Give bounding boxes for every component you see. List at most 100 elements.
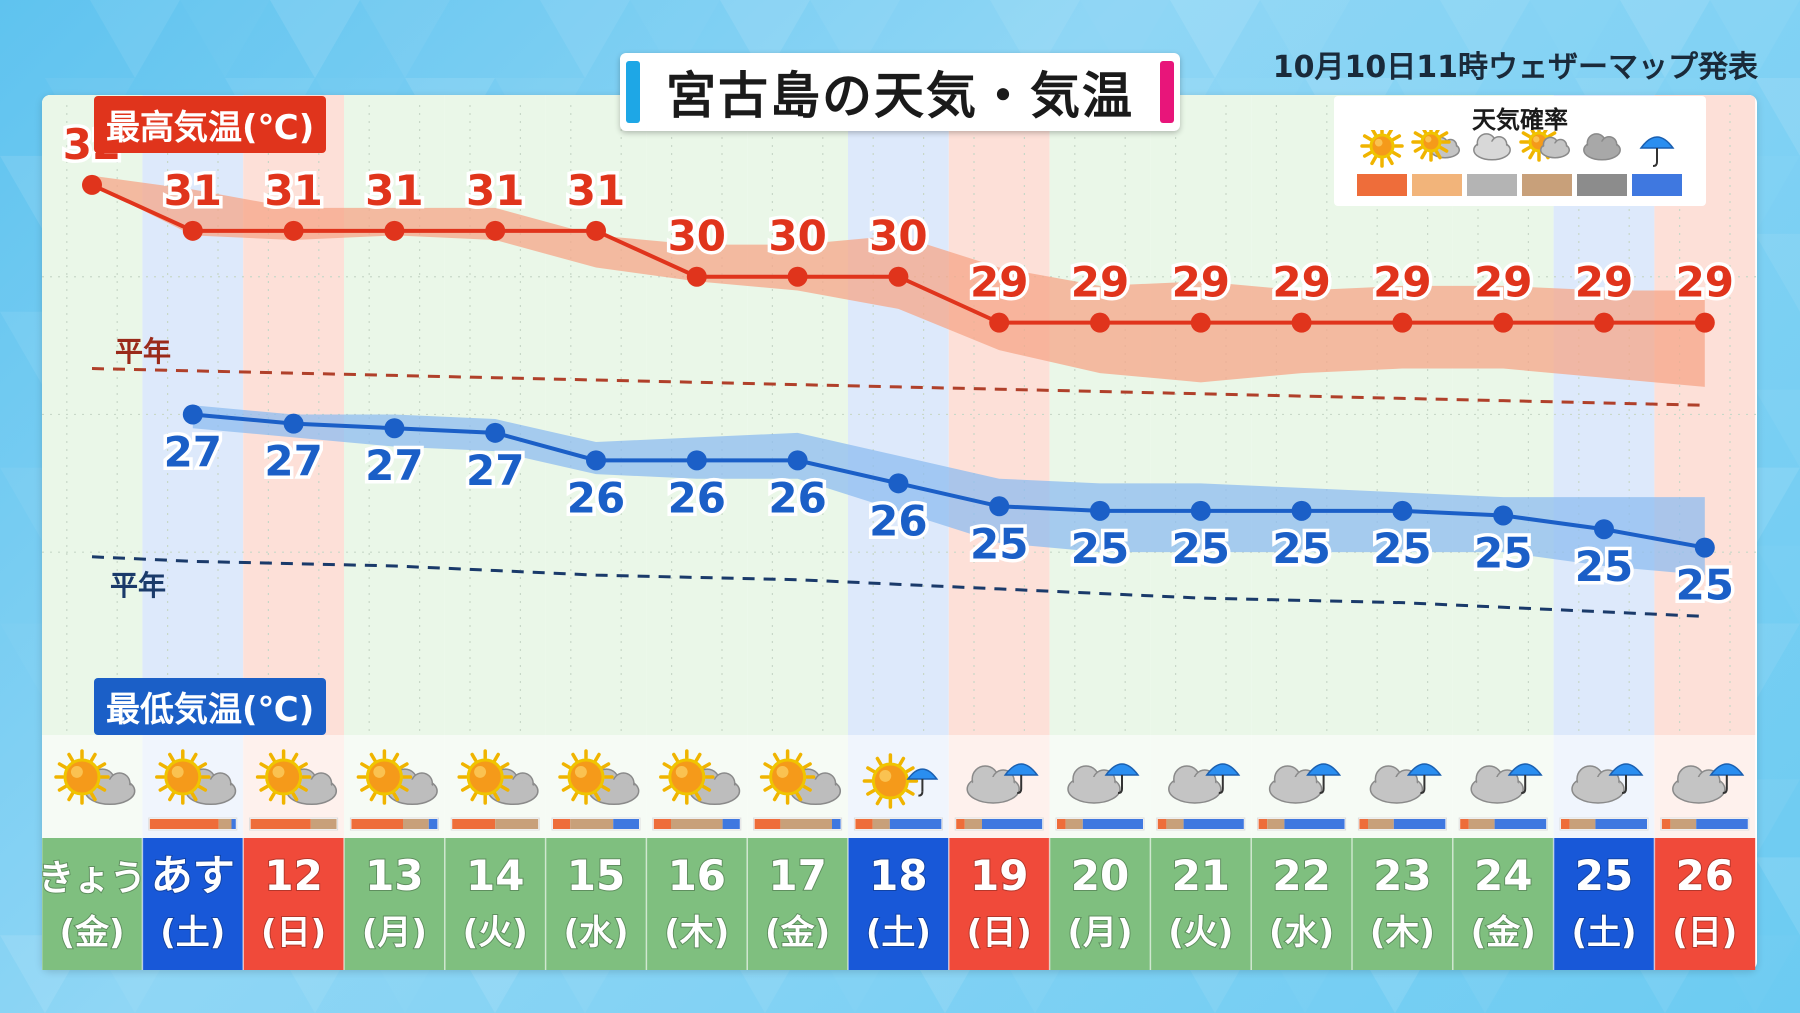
bg-triangle <box>1440 0 1530 78</box>
sun-cloud-icon <box>356 749 438 806</box>
probability-bar-segment <box>982 819 1043 829</box>
day-of-week: (日) <box>967 913 1032 953</box>
bg-triangle <box>1755 389 1800 468</box>
bg-triangle <box>810 0 900 78</box>
cloud-sun-icon <box>1519 130 1571 162</box>
cloud-rain-icon <box>1369 763 1442 804</box>
day-of-week: (水) <box>563 913 628 953</box>
probability-bar-segment <box>428 819 438 829</box>
probability-bar-segment <box>1661 819 1671 829</box>
temperature-chart: 3231273127312731273126302630263026292529… <box>42 95 1757 840</box>
low-temp-label-value: 25 <box>1676 561 1734 610</box>
probability-bar-segment <box>1166 819 1184 829</box>
day-cell <box>1352 838 1453 970</box>
day-cell <box>142 838 244 970</box>
probability-bar-segment <box>1670 819 1697 829</box>
high-temp-point <box>787 266 808 287</box>
bg-triangle <box>1260 0 1350 78</box>
day-column-bg <box>1352 95 1453 840</box>
probability-bar-segment <box>722 819 740 829</box>
day-cell <box>41 838 143 970</box>
sun-rain-icon <box>862 753 939 809</box>
day-date: あす <box>151 851 235 900</box>
day-date: きょう <box>42 858 146 899</box>
day-column-bg <box>1150 95 1252 840</box>
probability-bar-segment <box>1468 819 1495 829</box>
day-row: きょう (金) あす (土) 12 (日) 13 (月) 14 (火) 15 (水) 16 (木) 17 (金… <box>37 838 1757 970</box>
high-normal-line <box>91 367 1705 407</box>
legend-swatch <box>1412 174 1462 196</box>
probability-bar-segment <box>1267 819 1285 829</box>
bg-triangle <box>450 0 540 78</box>
bg-triangle <box>1755 857 1800 936</box>
low-temp-label-value: 27 <box>164 427 222 476</box>
low-temp-label: 最低気温(℃) <box>94 678 327 735</box>
low-temp-label-value: 27 <box>466 446 524 495</box>
low-temp-label-value: 26 <box>869 496 927 545</box>
day-cell <box>1150 838 1252 970</box>
low-temp-point <box>1090 500 1110 521</box>
title-accent-right <box>1160 61 1174 123</box>
high-temp-label-value: 29 <box>1373 258 1431 307</box>
sun-cloud-icon <box>457 749 539 806</box>
probability-bar-segment <box>613 819 639 829</box>
low-temp-band <box>192 405 1705 576</box>
low-temp-point <box>787 450 808 471</box>
day-date: 26 <box>1676 851 1734 900</box>
high-temp-point <box>485 220 506 241</box>
probability-bar-segment <box>1494 819 1547 829</box>
probability-bar-segment <box>1359 819 1368 829</box>
probability-bar-segment <box>250 819 311 829</box>
title-box: 宮古島の天気・気温 <box>620 53 1180 131</box>
probability-bar-segment <box>1393 819 1446 829</box>
low-temp-line <box>192 412 1706 550</box>
probability-bar-segment <box>570 819 614 829</box>
bg-triangle <box>1755 701 1800 779</box>
day-column-bg <box>948 95 1050 840</box>
day-date: 22 <box>1272 851 1330 900</box>
legend-items <box>1357 130 1682 196</box>
bg-triangle <box>1755 233 1800 312</box>
probability-bar-segment <box>754 819 781 829</box>
probability-bar-segment <box>452 819 496 829</box>
day-of-week: (金) <box>765 913 830 953</box>
probability-bar-segment <box>1183 819 1244 829</box>
high-temp-point <box>1090 312 1110 333</box>
cloud-rain-icon <box>1672 763 1745 804</box>
high-temp-point <box>686 266 707 287</box>
legend-swatch <box>1632 174 1682 196</box>
high-temp-label-value: 30 <box>869 212 927 261</box>
high-temp-label-value: 29 <box>1474 258 1532 307</box>
day-cell <box>545 838 647 970</box>
high-temp-point <box>1493 312 1514 333</box>
probability-bar-segment <box>1561 819 1570 829</box>
low-temp-label-value: 25 <box>1272 524 1330 573</box>
issued-timestamp: 10月10日11時ウェザーマップ発表 <box>1272 50 1758 85</box>
probability-bar-segment <box>1057 819 1066 829</box>
sun-cloud-icon <box>255 749 338 806</box>
high-temp-point <box>1594 312 1614 333</box>
low-temp-label-value: 26 <box>567 473 625 522</box>
low-temp-label-value: 26 <box>768 473 826 522</box>
low-temp-point <box>888 473 909 494</box>
day-date: 20 <box>1071 851 1129 900</box>
high-temp-point <box>586 220 606 241</box>
probability-bar-segment <box>310 819 337 829</box>
day-of-week: (土) <box>866 913 931 953</box>
probability-bar-segment <box>351 819 403 829</box>
low-temp-point <box>1493 505 1514 526</box>
sun-cloud-icon <box>659 749 741 806</box>
legend-swatch <box>1577 174 1627 196</box>
probability-bar-segment <box>231 819 236 829</box>
cloud-rain-icon <box>1067 763 1140 804</box>
cloud-rain-icon <box>1268 763 1342 804</box>
probability-bar-segment <box>889 819 942 829</box>
chart-panel: 32 31 27 31 27 31 27 31 27 31 26 30 26 30 26 30 26 29 25 29… <box>42 95 1757 970</box>
day-date: 23 <box>1373 851 1431 900</box>
bg-triangle <box>1755 77 1800 156</box>
probability-bar-segment <box>832 819 841 829</box>
low-temp-label-value: 27 <box>365 441 423 490</box>
day-of-week: (月) <box>1067 913 1132 953</box>
day-cell <box>646 838 748 970</box>
probability-bar-segment <box>1082 819 1143 829</box>
